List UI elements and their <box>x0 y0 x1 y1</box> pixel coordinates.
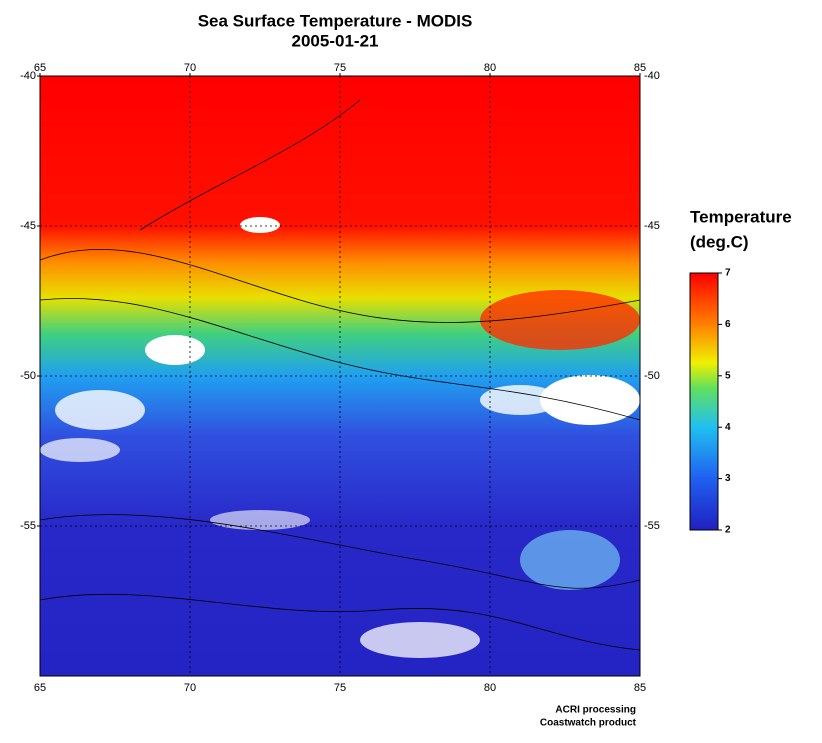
y-tick-label: -50 <box>644 370 660 382</box>
credit: Coastwatch product <box>540 718 637 729</box>
colorbar-title: Temperature <box>690 207 792 226</box>
colorbar-tick-label: 7 <box>725 268 731 279</box>
x-tick-label: 70 <box>184 62 196 74</box>
y-tick-label: -45 <box>644 220 660 232</box>
x-tick-label: 75 <box>334 682 346 694</box>
y-tick-label: -40 <box>644 70 660 82</box>
x-tick-label: 80 <box>484 62 496 74</box>
x-tick-label: 75 <box>334 62 346 74</box>
title: Sea Surface Temperature - MODIS <box>198 11 473 30</box>
y-tick-label: -55 <box>644 520 660 532</box>
x-tick-label: 85 <box>634 62 646 74</box>
colorbar <box>689 272 719 531</box>
x-tick-label: 85 <box>634 682 646 694</box>
y-tick-label: -55 <box>20 520 36 532</box>
x-tick-label: 65 <box>34 682 46 694</box>
colorbar-tick-label: 5 <box>725 370 731 381</box>
y-tick-label: -50 <box>20 370 36 382</box>
colorbar-tick-label: 4 <box>725 422 731 433</box>
colorbar-tick-label: 2 <box>725 525 731 536</box>
subtitle: 2005-01-21 <box>292 31 379 50</box>
y-tick-label: -45 <box>20 220 36 232</box>
x-tick-label: 65 <box>34 62 46 74</box>
credit: ACRI processing <box>555 705 636 716</box>
x-tick-label: 80 <box>484 682 496 694</box>
y-tick-label: -40 <box>20 70 36 82</box>
colorbar-tick-label: 6 <box>725 319 731 330</box>
colorbar-unit: (deg.C) <box>690 232 749 251</box>
colorbar-tick-label: 3 <box>725 473 731 484</box>
x-tick-label: 70 <box>184 682 196 694</box>
